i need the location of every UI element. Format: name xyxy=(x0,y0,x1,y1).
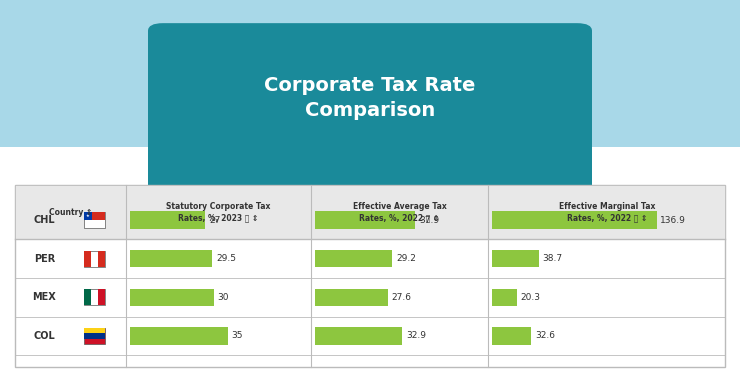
FancyBboxPatch shape xyxy=(314,289,388,306)
FancyBboxPatch shape xyxy=(84,328,105,333)
Text: Country ⇕: Country ⇕ xyxy=(49,208,92,217)
Text: 136.9: 136.9 xyxy=(660,215,686,225)
FancyBboxPatch shape xyxy=(492,327,531,344)
FancyBboxPatch shape xyxy=(314,250,392,267)
Text: 29.2: 29.2 xyxy=(396,254,416,263)
FancyBboxPatch shape xyxy=(98,251,105,267)
FancyBboxPatch shape xyxy=(84,212,92,220)
Text: Effective Average Tax
Rates, %, 2022 ⓘ ⇕: Effective Average Tax Rates, %, 2022 ⓘ ⇕ xyxy=(353,202,446,223)
Text: CHL: CHL xyxy=(33,215,56,225)
FancyBboxPatch shape xyxy=(84,328,105,344)
FancyBboxPatch shape xyxy=(130,250,212,267)
Text: PER: PER xyxy=(34,254,55,264)
Text: COL: COL xyxy=(33,331,56,341)
FancyBboxPatch shape xyxy=(314,212,415,229)
FancyBboxPatch shape xyxy=(492,250,539,267)
FancyBboxPatch shape xyxy=(84,212,105,228)
Text: 30: 30 xyxy=(218,293,229,302)
FancyBboxPatch shape xyxy=(492,289,517,306)
Text: Corporate Tax Rate
Comparison: Corporate Tax Rate Comparison xyxy=(264,76,476,120)
Text: 35: 35 xyxy=(232,331,243,340)
FancyBboxPatch shape xyxy=(98,289,105,305)
FancyBboxPatch shape xyxy=(130,327,228,344)
FancyBboxPatch shape xyxy=(130,289,214,306)
FancyBboxPatch shape xyxy=(84,289,105,305)
FancyBboxPatch shape xyxy=(130,212,206,229)
Text: 27: 27 xyxy=(209,215,221,225)
Text: 32.6: 32.6 xyxy=(535,331,555,340)
FancyBboxPatch shape xyxy=(314,327,402,344)
Text: 37.9: 37.9 xyxy=(419,215,440,225)
FancyBboxPatch shape xyxy=(492,212,656,229)
Text: 38.7: 38.7 xyxy=(542,254,562,263)
Text: ★: ★ xyxy=(86,214,90,218)
FancyBboxPatch shape xyxy=(0,0,740,147)
FancyBboxPatch shape xyxy=(15,185,725,367)
FancyBboxPatch shape xyxy=(15,185,725,239)
FancyBboxPatch shape xyxy=(92,212,105,220)
Text: MEX: MEX xyxy=(33,292,56,302)
Text: Statutory Corporate Tax
Rates, %, 2023 ⓘ ⇕: Statutory Corporate Tax Rates, %, 2023 ⓘ… xyxy=(166,202,271,223)
FancyBboxPatch shape xyxy=(84,251,105,267)
FancyBboxPatch shape xyxy=(148,23,592,193)
Text: Effective Marginal Tax
Rates, %, 2022 ⓘ ⇕: Effective Marginal Tax Rates, %, 2022 ⓘ … xyxy=(559,202,655,223)
Text: 27.6: 27.6 xyxy=(391,293,411,302)
FancyBboxPatch shape xyxy=(84,333,105,339)
Text: 20.3: 20.3 xyxy=(520,293,540,302)
Text: 32.9: 32.9 xyxy=(406,331,426,340)
FancyBboxPatch shape xyxy=(84,251,91,267)
Text: 29.5: 29.5 xyxy=(216,254,236,263)
FancyBboxPatch shape xyxy=(84,289,91,305)
